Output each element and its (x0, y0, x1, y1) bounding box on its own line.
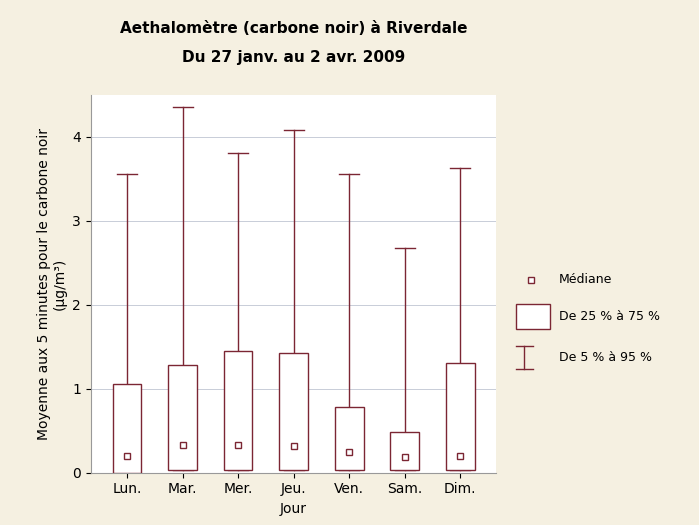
Text: Aethalomètre (carbone noir) à Riverdale: Aethalomètre (carbone noir) à Riverdale (120, 21, 468, 36)
Bar (390, 432, 419, 470)
Bar (335, 407, 363, 470)
Text: De 25 % à 75 %: De 25 % à 75 % (559, 310, 660, 323)
Bar (113, 384, 141, 472)
Bar (224, 351, 252, 470)
Text: De 5 % à 95 %: De 5 % à 95 % (559, 351, 652, 364)
Bar (446, 363, 475, 470)
Bar (168, 365, 197, 470)
Text: Du 27 janv. au 2 avr. 2009: Du 27 janv. au 2 avr. 2009 (182, 50, 405, 65)
Bar (279, 353, 308, 470)
Text: Médiane: Médiane (559, 274, 612, 286)
X-axis label: Jour: Jour (280, 502, 307, 516)
Y-axis label: Moyenne aux 5 minutes pour le carbone noir
(μg/m³): Moyenne aux 5 minutes pour le carbone no… (36, 128, 66, 439)
